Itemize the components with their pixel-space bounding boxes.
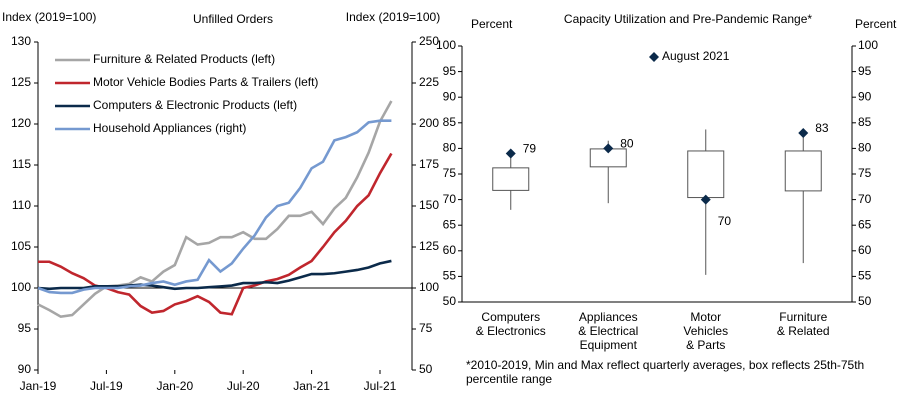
x-tick-label: Furniture & Related <box>776 310 830 338</box>
series-line <box>37 100 393 319</box>
data-label: 79 <box>523 142 537 156</box>
y2-tick-label: 175 <box>419 157 439 171</box>
box <box>784 150 822 192</box>
y-tick-label: 85 <box>443 115 457 129</box>
x-tick-label: Jul-21 <box>364 379 397 393</box>
y2-axis-label: Index (2019=100) <box>346 10 440 24</box>
y-tick-label: 75 <box>443 166 457 180</box>
data-label: 83 <box>815 121 829 135</box>
y2-axis-label: Percent <box>855 17 897 31</box>
y2-tick-label: 50 <box>419 362 433 376</box>
chart-title: Unfilled Orders <box>193 12 273 26</box>
legend-label: Household Appliances (right) <box>93 121 246 135</box>
y2-tick-label: 250 <box>419 34 439 48</box>
y2-tick-label: 55 <box>858 269 872 283</box>
box <box>687 150 725 199</box>
y-tick-label: 125 <box>11 75 31 89</box>
data-label: 80 <box>620 137 634 151</box>
y-tick-label: 100 <box>436 38 456 52</box>
y-tick-label: 100 <box>11 280 31 294</box>
y-tick-label: 60 <box>443 243 457 257</box>
y-tick-label: 90 <box>18 362 32 376</box>
series-line <box>37 119 392 295</box>
x-tick-label: Jan-19 <box>20 379 57 393</box>
y2-tick-label: 125 <box>419 239 439 253</box>
y-tick-label: 70 <box>443 192 457 206</box>
series-line <box>37 259 392 291</box>
x-tick-label: Jul-19 <box>90 379 123 393</box>
marker <box>505 148 516 159</box>
y-tick-label: 65 <box>443 217 457 231</box>
y-tick-label: 105 <box>11 239 31 253</box>
y2-tick-label: 100 <box>419 280 439 294</box>
y2-tick-label: 90 <box>858 89 872 103</box>
y2-tick-label: 50 <box>858 294 872 308</box>
y-axis-label: Index (2019=100) <box>2 10 96 24</box>
y2-tick-label: 65 <box>858 217 872 231</box>
y2-tick-label: 150 <box>419 198 439 212</box>
y2-tick-label: 80 <box>858 141 872 155</box>
y2-tick-label: 95 <box>858 64 872 78</box>
series-line <box>38 152 393 316</box>
legend-label: Computers & Electronic Products (left) <box>93 98 297 112</box>
x-tick-label: Computers & Electronics <box>475 310 546 338</box>
y2-tick-label: 200 <box>419 116 439 130</box>
data-label: 70 <box>718 214 732 228</box>
x-tick-label: Jan-20 <box>156 379 193 393</box>
x-tick-label: Appliances & Electrical Equipment <box>578 310 639 352</box>
y-tick-label: 120 <box>11 116 31 130</box>
y-tick-label: 130 <box>11 34 31 48</box>
y-tick-label: 80 <box>443 141 457 155</box>
y-axis-label: Percent <box>471 17 513 31</box>
y-tick-label: 110 <box>12 198 31 212</box>
footnote: *2010-2019, Min and Max reflect quarterl… <box>466 358 865 386</box>
y2-tick-label: 85 <box>858 115 872 129</box>
marker <box>603 143 614 154</box>
marker <box>798 128 809 139</box>
chart-title: Capacity Utilization and Pre-Pandemic Ra… <box>564 12 812 26</box>
y-tick-label: 95 <box>443 64 457 78</box>
legend-label: August 2021 <box>662 49 730 63</box>
y2-tick-label: 75 <box>858 166 872 180</box>
legend-marker <box>649 52 659 62</box>
x-tick-label: Jan-21 <box>293 379 330 393</box>
legend-label: Motor Vehicle Bodies Parts & Trailers (l… <box>93 75 318 89</box>
y2-tick-label: 60 <box>858 243 872 257</box>
x-tick-label: Jul-20 <box>227 379 260 393</box>
y-tick-label: 50 <box>443 294 457 308</box>
y2-tick-label: 70 <box>858 192 872 206</box>
y2-tick-label: 75 <box>419 321 433 335</box>
y-tick-label: 90 <box>443 89 457 103</box>
y2-tick-label: 225 <box>419 75 439 89</box>
box <box>492 167 530 191</box>
y-tick-label: 115 <box>12 157 31 171</box>
y2-tick-label: 100 <box>858 38 878 52</box>
x-tick-label: Motor Vehicles & Parts <box>683 310 729 352</box>
legend-label: Furniture & Related Products (left) <box>93 52 275 66</box>
y-tick-label: 95 <box>18 321 32 335</box>
y-tick-label: 55 <box>443 269 457 283</box>
marker <box>700 194 711 205</box>
